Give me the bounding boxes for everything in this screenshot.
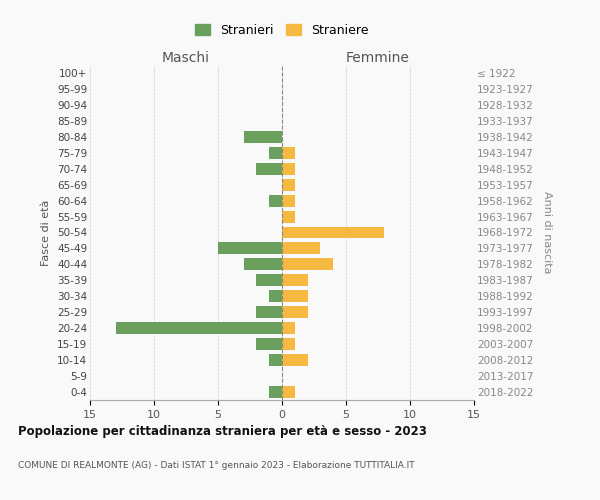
Bar [269, 354, 282, 366]
Bar [282, 162, 295, 174]
Bar [269, 147, 282, 158]
Bar [282, 306, 308, 318]
Text: Popolazione per cittadinanza straniera per età e sesso - 2023: Popolazione per cittadinanza straniera p… [18, 425, 427, 438]
Bar [269, 290, 282, 302]
Bar [256, 338, 282, 350]
Bar [256, 274, 282, 286]
Bar [256, 306, 282, 318]
Bar [116, 322, 282, 334]
Bar [282, 322, 295, 334]
Bar [282, 210, 295, 222]
Bar [282, 338, 295, 350]
Y-axis label: Anni di nascita: Anni di nascita [542, 191, 552, 274]
Text: Maschi: Maschi [162, 51, 210, 65]
Y-axis label: Fasce di età: Fasce di età [41, 200, 52, 266]
Text: COMUNE DI REALMONTE (AG) - Dati ISTAT 1° gennaio 2023 - Elaborazione TUTTITALIA.: COMUNE DI REALMONTE (AG) - Dati ISTAT 1°… [18, 460, 415, 469]
Bar [282, 258, 333, 270]
Bar [244, 258, 282, 270]
Bar [282, 290, 308, 302]
Bar [282, 242, 320, 254]
Bar [256, 162, 282, 174]
Bar [282, 386, 295, 398]
Bar [282, 194, 295, 206]
Bar [282, 354, 308, 366]
Bar [282, 178, 295, 190]
Bar [282, 147, 295, 158]
Bar [244, 131, 282, 143]
Legend: Stranieri, Straniere: Stranieri, Straniere [190, 18, 374, 42]
Bar [282, 274, 308, 286]
Bar [269, 386, 282, 398]
Bar [218, 242, 282, 254]
Text: Femmine: Femmine [346, 51, 410, 65]
Bar [282, 226, 385, 238]
Bar [269, 194, 282, 206]
